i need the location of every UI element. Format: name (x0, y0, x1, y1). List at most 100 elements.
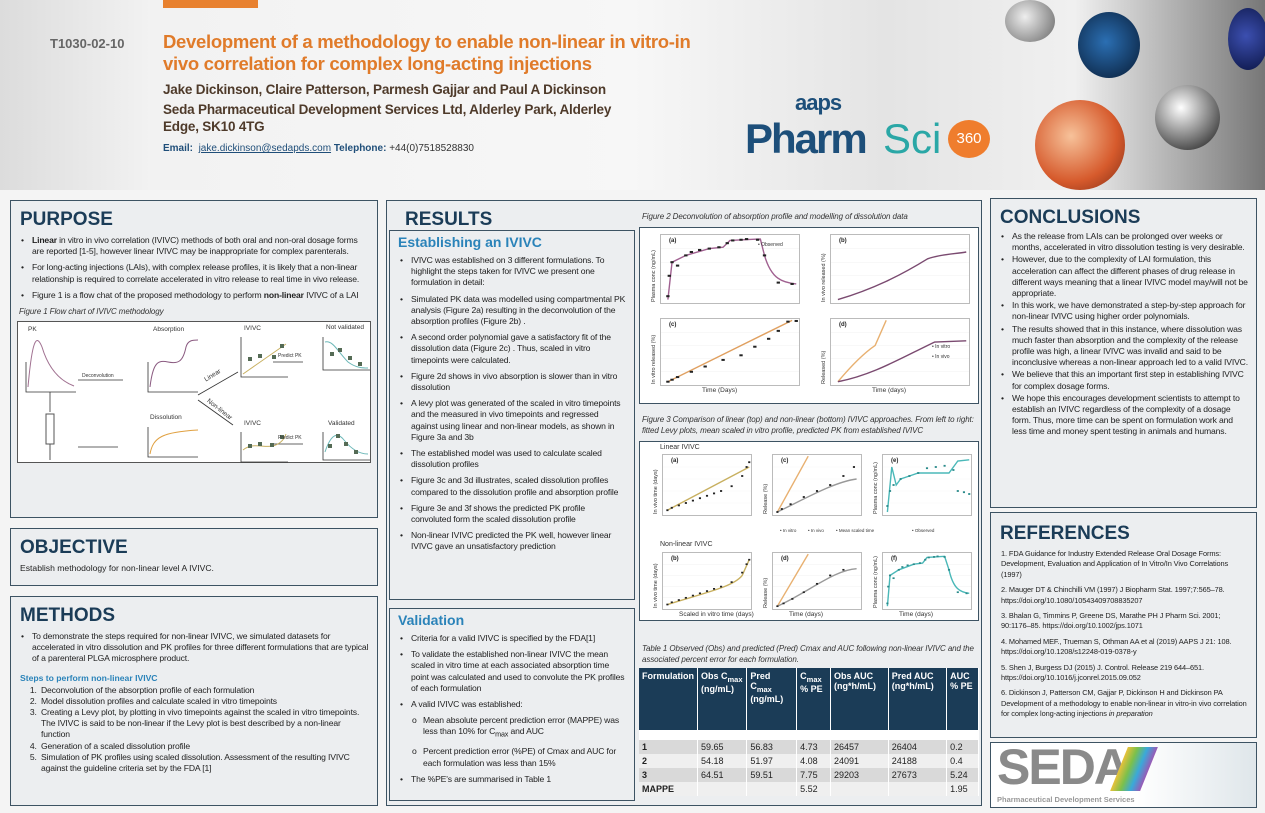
establishing-item: A second order polynomial gave a satisfa… (398, 332, 626, 366)
column-header: Formulation (639, 668, 698, 730)
method-step: Simulation of PK profiles using scaled d… (39, 752, 369, 774)
contact-line: Email: jake.dickinson@sedapds.com Teleph… (163, 143, 733, 155)
plot-panel: (f) (882, 552, 972, 610)
table-cell: 5.24 (946, 768, 979, 782)
steps-list: Deconvolution of the absorption profile … (11, 685, 377, 775)
table-row: 2 54.18 51.97 4.08 24091 24188 0.4 (639, 754, 979, 768)
validation-subitem: Percent prediction error (%PE) of Cmax a… (410, 746, 626, 768)
panel-label: (d) (839, 322, 847, 328)
plot-panel: (c) (660, 318, 800, 386)
column-header: Obs AUC (ng*h/mL) (830, 668, 889, 730)
molecule-image (1035, 100, 1125, 190)
table-cell: 4.08 (796, 754, 831, 768)
establishing-item: Non-linear IVIVC predicted the PK well, … (398, 530, 626, 552)
flow-ivivc-linear: IVIVC (244, 325, 261, 333)
establishing-list: IVIVC was established on 3 different for… (390, 255, 634, 553)
column-header: Pred AUC (ng*h/mL) (888, 668, 948, 730)
validation-item: The %PE's are summarised in Table 1 (398, 774, 626, 785)
table-cell: 59.51 (746, 768, 798, 782)
y-axis-label: Release (%) (763, 483, 769, 514)
flow-dissolution: Dissolution (150, 414, 182, 422)
method-step: Model dissolution profiles and calculate… (39, 696, 369, 707)
table-cell: 1.95 (946, 782, 979, 796)
spacer-row (639, 730, 979, 740)
conclusion-item: However, due to the complexity of LAI fo… (999, 254, 1248, 299)
references-panel: REFERENCES 1. FDA Guidance for Industry … (990, 512, 1257, 738)
figure3: Linear IVIVC Non-linear IVIVC (a) In vivo… (639, 441, 979, 621)
results-figure-column: Figure 2 Deconvolution of absorption pro… (639, 201, 979, 801)
table-row: 3 64.51 59.51 7.75 29203 27673 5.24 (639, 768, 979, 782)
phone: +44(0)7518528830 (389, 143, 474, 154)
x-axis-label: Time (Days) (702, 387, 738, 394)
purpose-item: Linear in vitro in vivo correlation (IVI… (19, 235, 369, 257)
purpose-list: Linear in vitro in vivo correlation (IVI… (11, 235, 377, 301)
logo-sci: Sci (883, 115, 942, 162)
plot-panel: (a) (660, 234, 800, 304)
table-cell: 7.75 (796, 768, 831, 782)
table-cell: 54.18 (697, 754, 748, 768)
plot-graphics (831, 248, 969, 303)
plot-panel: (d) (830, 318, 970, 386)
methods-title: METHODS (20, 605, 115, 626)
plot-panel: (b) (830, 234, 970, 304)
flow-ivivc-nonlinear: IVIVC (244, 420, 261, 428)
y-axis-label: Plasma conc (ng/mL) (873, 556, 879, 608)
column-header: Cmax % PE (796, 668, 831, 730)
logo-360: 360 (948, 120, 990, 158)
method-step: Creating a Levy plot, by plotting in viv… (39, 707, 369, 741)
table-cell: 24188 (888, 754, 948, 768)
y-axis-label: In vitro released (%) (651, 334, 657, 384)
legend-entry: • In vivo (808, 528, 824, 533)
establishing-box: Establishing an IVIVC IVIVC was establis… (389, 230, 635, 600)
table-cell: MAPPE (639, 782, 698, 796)
accent-bar (163, 0, 258, 8)
plot-panel: (e) (882, 454, 972, 516)
table-cell (697, 782, 748, 796)
y-axis-label: In vivo time (days) (653, 469, 659, 514)
table-cell: 29203 (830, 768, 889, 782)
establishing-item: IVIVC was established on 3 different for… (398, 255, 626, 289)
plot-panel: (b) (662, 552, 752, 610)
x-axis-label: Time (days) (899, 611, 934, 618)
flow-pk: PK (28, 326, 37, 334)
y-axis-label: In vivo released (%) (821, 253, 827, 302)
plot-graphics (661, 319, 799, 383)
figure3-caption: Figure 3 Comparison of linear (top) and … (642, 415, 974, 435)
methods-panel: METHODS To demonstrate the steps require… (10, 596, 378, 806)
references-list: 1. FDA Guidance for Industry Extended Re… (991, 549, 1256, 720)
objective-text: Establish methodology for non-linear lev… (20, 563, 214, 573)
table-row: 1 59.65 56.83 4.73 26457 26404 0.2 (639, 740, 979, 754)
plot-graphics (663, 461, 751, 512)
y-axis-label: Released (%) (821, 350, 827, 384)
plot-graphics (663, 558, 751, 606)
flow-validated: Validated (328, 420, 355, 428)
purpose-item: Figure 1 is a flow chat of the proposed … (19, 290, 369, 301)
table-cell: 56.83 (746, 740, 798, 754)
reference-item: 6. Dickinson J, Patterson CM, Gajjar P, … (1001, 688, 1247, 719)
table1-caption: Table 1 Observed (Obs) and predicted (Pr… (642, 644, 974, 664)
plot-panel: (a) (662, 454, 752, 516)
molecule-image (1228, 8, 1265, 70)
reference-item: 3. Bhalan G, Timmins P, Greene DS, Marat… (1001, 611, 1221, 631)
right-column: CONCLUSIONS As the release from LAIs can… (990, 198, 1257, 808)
panel-label: (b) (671, 556, 679, 562)
column-header: AUC % PE (946, 668, 979, 730)
panel-label: (b) (839, 238, 847, 244)
reference-item: 4. Mohamed MEF., Trueman S, Othman AA et… (1001, 636, 1232, 657)
y-axis-label: Plasma conc (ng/mL) (651, 250, 657, 302)
email-link[interactable]: jake.dickinson@sedapds.com (198, 143, 332, 154)
phone-label: Telephone: (333, 143, 387, 154)
legend-entry: • Observed (758, 242, 783, 248)
legend-entry: • In vivo (932, 354, 950, 360)
affiliation: Seda Pharmaceutical Development Services… (163, 102, 612, 134)
table1: Formulation Obs Cmax (ng/mL) Pred Cmax (ng… (639, 668, 979, 796)
validation-item: To validate the established non-linear I… (398, 649, 626, 694)
purpose-title: PURPOSE (20, 209, 113, 230)
conclusion-item: We believe that this an important first … (999, 369, 1248, 391)
figure1-caption: Figure 1 Flow chart of IVIVC methodology (19, 307, 164, 317)
table-cell: 1 (639, 740, 698, 754)
table-cell: 24091 (830, 754, 889, 768)
flow-absorption: Absorption (153, 326, 185, 334)
figure2-caption: Figure 2 Deconvolution of absorption pro… (642, 212, 908, 221)
validation-item: A valid IVIVC was established: (398, 699, 626, 710)
